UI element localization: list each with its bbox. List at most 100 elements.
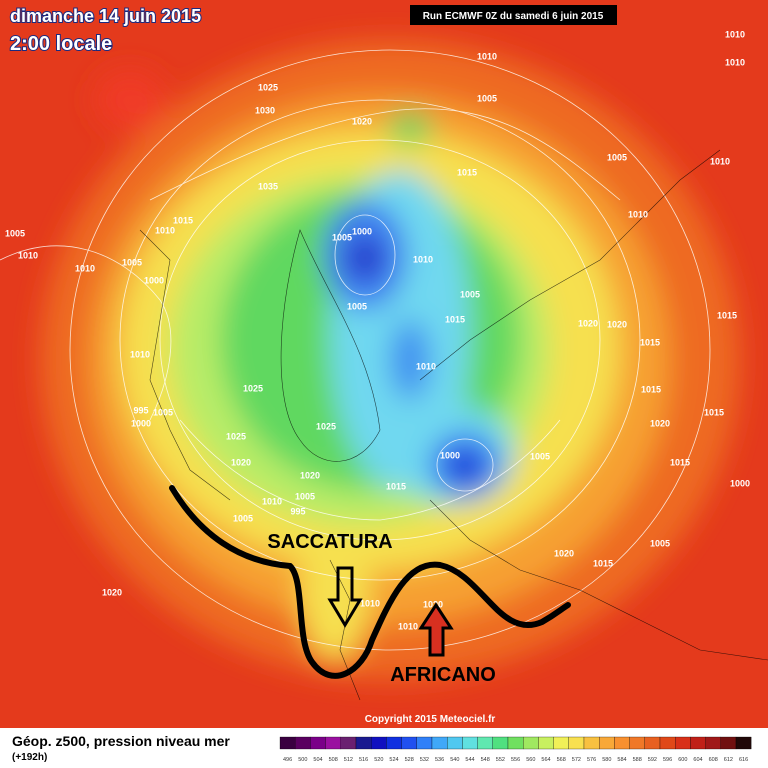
scale-label: 552 [496,757,505,763]
color-scale: 496 500 504 508 512 516 520 524 528 532 536 540 544 5… [279,736,752,763]
isobar-label: 1005 [295,491,315,501]
isobar-label: 1015 [445,314,465,324]
scale-swatch [386,736,402,750]
coastlines [139,149,768,701]
isobar-label: 1010 [262,496,282,506]
isobar-label: 1015 [704,407,724,417]
scale-swatch [477,736,493,750]
scale-label: 592 [648,757,657,763]
scale-label: 564 [541,757,550,763]
scale-swatch [690,736,706,750]
scale-swatch [720,736,737,750]
scale-swatch [431,736,448,750]
scale-swatch [325,736,341,750]
scale-label: 604 [693,757,702,763]
isobar-label: 1015 [640,337,660,347]
isobar-label: 1010 [18,250,38,260]
isobar-label: 1005 [233,513,253,523]
scale-label: 616 [739,757,748,763]
scale-label: 600 [678,757,687,763]
isobar-label: 1005 [477,93,497,103]
isobar-label: 1020 [578,318,598,328]
isobar-label: 1020 [102,587,122,597]
isobar-label: 1005 [607,152,627,162]
isobar-label: 1010 [413,254,433,264]
scale-label: 576 [587,757,596,763]
isobar-label: 1010 [477,51,497,61]
isobar-label: 1000 [730,478,750,488]
isobar-label: 1010 [725,29,745,39]
isobar-lines [0,49,711,651]
isobar-label: 1010 [130,349,150,359]
scale-label: 504 [313,757,322,763]
isobar-label: 1020 [607,319,627,329]
run-box [410,5,617,25]
isobar-label: 1015 [641,384,661,394]
scale-label: 568 [557,757,566,763]
scale-swatch [614,736,630,750]
isobar-label: 1030 [255,105,275,115]
isobar-label: 1025 [258,82,278,92]
scale-label: 556 [511,757,520,763]
scale-swatch [538,736,554,750]
isobar-label: 1035 [258,181,278,191]
scale-swatch [401,736,417,750]
run-info: Run ECMWF 0Z du samedi 6 juin 2015 [423,11,604,22]
isobar-label: 1025 [243,383,263,393]
scale-label: 608 [709,757,718,763]
isobar-label: 1000 [131,418,151,428]
scale-label: 532 [420,757,429,763]
isobar-label: 1000 [144,275,164,285]
scale-label: 548 [481,757,490,763]
scale-swatch [568,736,585,750]
trough-line [169,485,571,679]
isobar-label: 1015 [457,167,477,177]
scale-swatch [523,736,539,750]
scale-swatch [583,736,600,750]
scale-swatch [462,736,478,750]
isobar-label: 1020 [352,116,372,126]
scale-swatch [340,736,357,750]
isobar-label: 1020 [554,548,574,558]
isobar-label: 1025 [316,421,336,431]
ridge-arrow [418,602,454,657]
isobar-label: 1010 [628,209,648,219]
scale-label: 524 [389,757,398,763]
trough-arrow [327,566,363,628]
isobar-label: 1010 [155,225,175,235]
isobar-label: 1010 [75,263,95,273]
isobar-label: 1010 [710,156,730,166]
isobar-label: 1005 [650,538,670,548]
scale-swatch [310,736,326,750]
isobar-label: 1005 [530,451,550,461]
isobar-label: 1020 [300,470,320,480]
isobar-label: 1010 [725,57,745,67]
scale-label: 508 [329,757,338,763]
scale-label: 528 [405,757,414,763]
scale-label: 500 [298,757,307,763]
isobar-label: 995 [290,506,305,516]
map-background [0,0,768,728]
isobar-labels: 1010 1010 1025 1030 1035 1020 1010 1005 1015 1005… [5,29,750,631]
isobar-label: 1010 [398,621,418,631]
scale-swatch [507,736,524,750]
isobar-label: 1020 [231,457,251,467]
ridge-label: AFRICANO [390,664,496,686]
isobar-label: 1015 [717,310,737,320]
scale-label: 588 [633,757,642,763]
scale-label: 544 [465,757,474,763]
scale-label: 496 [283,757,292,763]
scale-swatch [371,736,387,750]
scale-label: 580 [602,757,611,763]
scale-label: 596 [663,757,672,763]
isobar-label: 1015 [173,215,193,225]
isobar-label: 1005 [122,257,142,267]
scale-swatch [644,736,661,750]
scale-label: 612 [724,757,733,763]
isobar-label: 1005 [460,289,480,299]
forecast-lead: (+192h) [12,752,47,763]
scale-swatch [705,736,721,750]
isobar-label: 1010 [416,361,436,371]
scale-swatch [355,736,372,750]
